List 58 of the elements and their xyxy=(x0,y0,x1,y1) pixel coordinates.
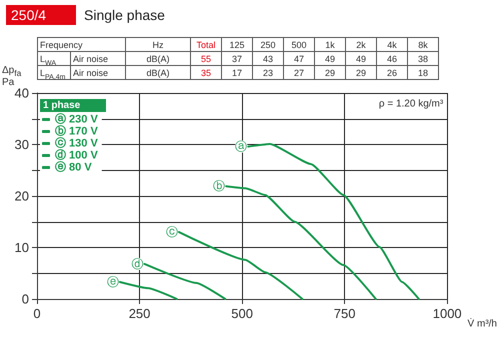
annotation: ⓐ xyxy=(235,140,248,154)
text: 49 xyxy=(346,52,376,66)
text: 23 xyxy=(252,66,284,80)
annotation: ⓑ xyxy=(213,179,226,194)
annotation: ρ = 1.20 kg/m³ xyxy=(378,98,444,110)
text: dB(A) xyxy=(126,66,190,80)
text: 38 xyxy=(408,52,438,66)
legend-label: ⓑ 170 V xyxy=(55,124,98,138)
legend-label: ⓐ 230 V xyxy=(55,112,98,126)
x-axis-title: V̇ m³/h xyxy=(468,318,497,330)
legend-label: ⓔ 80 V xyxy=(55,160,92,174)
text: L$_{WA}$ xyxy=(38,52,70,66)
x-tick-label: 750 xyxy=(334,306,356,321)
text: 47 xyxy=(284,52,314,66)
legend-label: ⓓ 100 V xyxy=(55,148,98,162)
text: 49 xyxy=(314,52,346,66)
annotation: ⓔ xyxy=(106,275,119,290)
text: 27 xyxy=(284,66,314,80)
annotation: ⓓ xyxy=(131,256,144,271)
annotation: ⓒ xyxy=(166,225,178,240)
text: Frequency xyxy=(38,38,126,52)
text: Air noise xyxy=(70,66,126,80)
text: L$_{PA,4m}$ xyxy=(38,66,70,80)
y-tick-label: 20 xyxy=(14,188,29,204)
text: 26 xyxy=(376,66,408,80)
y-tick-label: 10 xyxy=(14,240,29,255)
legend-label: ⓒ 130 V xyxy=(55,136,98,150)
x-tick-label: 0 xyxy=(33,306,41,321)
x-tick-label: 500 xyxy=(231,306,253,321)
text: 37 xyxy=(222,52,252,66)
text: 250 xyxy=(252,38,284,52)
text: 17 xyxy=(222,66,252,80)
text: 125 xyxy=(222,38,252,52)
text: 500 xyxy=(284,38,314,52)
chart-subtitle: Single phase xyxy=(84,7,165,23)
text: 35 xyxy=(190,66,222,80)
text: Hz xyxy=(126,38,190,52)
y-tick-label: 0 xyxy=(22,292,29,306)
text: 46 xyxy=(376,52,408,66)
x-tick-label: 1000 xyxy=(432,306,462,321)
text: 43 xyxy=(252,52,284,66)
text: 29 xyxy=(346,66,376,80)
text: 8k xyxy=(408,38,438,52)
text: dB(A) xyxy=(126,52,190,66)
text: 55 xyxy=(190,52,222,66)
y-tick-label: 40 xyxy=(14,86,29,100)
text: Total xyxy=(190,38,222,52)
y-axis-title: Δp$_{fa}$ Pa xyxy=(2,65,22,88)
legend-title: 1 phase xyxy=(40,99,106,112)
text: Air noise xyxy=(70,52,126,66)
text: 4k xyxy=(376,38,408,52)
y-tick-label: 30 xyxy=(14,137,29,152)
text: 18 xyxy=(408,66,438,80)
text: 29 xyxy=(314,66,346,80)
text: 1k xyxy=(314,38,346,52)
chart-title: 250/4 xyxy=(6,5,76,25)
text: 2k xyxy=(346,38,376,52)
x-tick-label: 250 xyxy=(128,306,150,321)
